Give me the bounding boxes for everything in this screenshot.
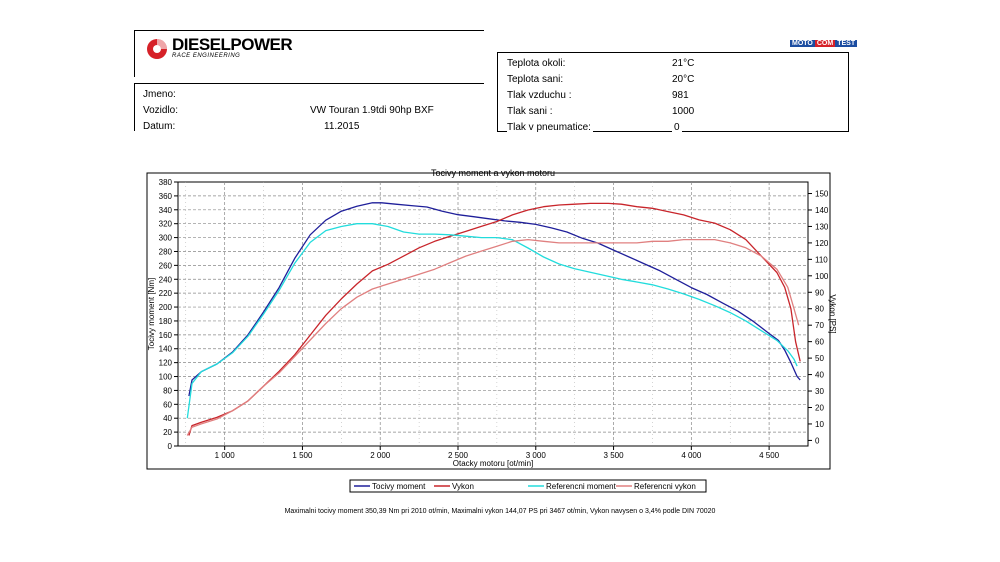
x-tick-label: 2 000 [370,451,391,460]
x-tick-label: 2 500 [448,451,469,460]
y-tick-label: 260 [159,261,173,270]
y-tick-label: 360 [159,192,173,201]
y2-tick-label: 100 [815,272,829,281]
condition-label: Tlak vzduchu : [507,90,572,101]
y2-tick-label: 120 [815,239,829,248]
y-tick-label: 140 [159,345,173,354]
legend-label: Tocivy moment [372,482,426,491]
y2-axis-label: Vykon [PS] [828,294,837,333]
x-tick-label: 4 000 [681,451,702,460]
y-tick-label: 60 [163,400,172,409]
y2-tick-label: 150 [815,190,829,199]
brand-name: DIESELPOWER [172,35,293,54]
chart-frame [146,172,831,470]
vozidlo-label: Vozidlo: [143,105,179,116]
y-tick-label: 160 [159,331,173,340]
condition-label: Teplota okoli: [507,58,566,69]
y-tick-label: 40 [163,414,172,423]
y-tick-label: 80 [163,386,172,395]
vehicle-info-box [134,83,484,131]
x-tick-label: 4 500 [759,451,780,460]
y-tick-label: 20 [163,428,172,437]
series-line-vykon [188,202,801,436]
x-tick-label: 3 000 [526,451,547,460]
vozidlo-value: VW Touran 1.9tdi 90hp BXF [310,105,434,116]
brand-tagline: RACE ENGINEERING [172,53,241,59]
legend-label: Referencni moment [546,482,617,491]
chart-title: Tocivy moment a vykon motoru [431,168,555,178]
y2-tick-label: 80 [815,305,824,314]
y-tick-label: 300 [159,234,173,243]
y-tick-label: 340 [159,206,173,215]
datum-value: 11.2015 [322,121,362,132]
y-tick-label: 0 [168,442,173,451]
y-tick-label: 120 [159,359,173,368]
condition-value: 0 [672,122,682,133]
y2-tick-label: 140 [815,206,829,215]
y2-tick-label: 70 [815,321,824,330]
x-tick-label: 1 500 [292,451,313,460]
motocomtest-badge: MOTO COM TEST [790,40,858,47]
y2-tick-label: 60 [815,338,824,347]
condition-value: 21°C [672,58,695,69]
condition-label: Teplota sani: [507,74,564,85]
condition-value: 20°C [672,74,695,85]
x-tick-label: 3 500 [604,451,625,460]
y-tick-label: 180 [159,317,173,326]
turbo-logo-icon [147,39,167,59]
condition-label: Tlak sani : [507,106,553,117]
condition-value: 981 [672,90,689,101]
series-line-referencni-vykon [186,238,800,436]
y-tick-label: 100 [159,373,173,382]
y2-tick-label: 0 [815,436,820,445]
series-line-tocivy-moment [188,202,801,397]
y2-tick-label: 20 [815,403,824,412]
header-box [134,30,484,77]
summary-text: Maximalni tocivy moment 350,39 Nm pri 20… [284,508,716,515]
y-tick-label: 380 [159,178,173,187]
y-tick-label: 280 [159,247,173,256]
y-tick-label: 200 [159,303,173,312]
legend-label: Vykon [452,482,474,491]
badge-part-3: TEST [835,40,858,47]
badge-part-1: MOTO [790,40,815,47]
y2-tick-label: 40 [815,371,824,380]
jmeno-label: Jmeno: [143,89,176,100]
y2-tick-label: 90 [815,288,824,297]
series-line-referencni-moment [186,223,798,419]
legend-label: Referencni vykon [634,482,696,491]
y-tick-label: 320 [159,220,173,229]
badge-part-2: COM [814,40,836,47]
plot-area [177,181,809,447]
x-axis-label: Otacky motoru [ot/min] [453,459,533,468]
x-tick-label: 1 000 [215,451,236,460]
y-tick-label: 240 [159,275,173,284]
y-axis-label: Tocivy moment [Nm] [147,278,156,350]
condition-label: Tlak v pneumatice: [507,122,593,133]
datum-label: Datum: [143,121,178,132]
y-tick-label: 220 [159,289,173,298]
y2-tick-label: 110 [815,255,828,264]
y2-tick-label: 130 [815,222,829,231]
y2-tick-label: 10 [815,420,824,429]
condition-value: 1000 [672,106,695,117]
y2-tick-label: 50 [815,354,824,363]
y2-tick-label: 30 [815,387,824,396]
